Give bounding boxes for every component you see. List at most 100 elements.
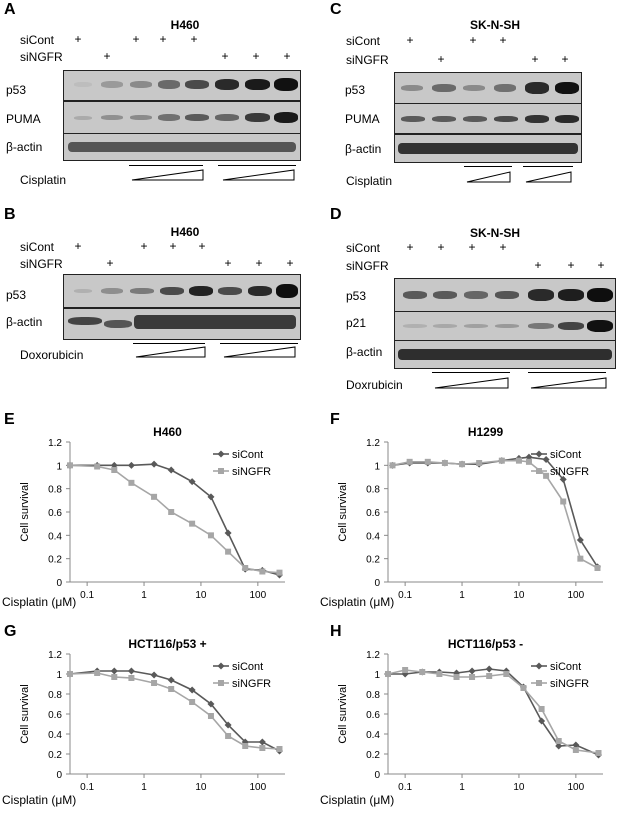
x-axis-label: Cisplatin (μM)	[2, 793, 76, 807]
plus-mark: +	[597, 258, 605, 272]
plus-mark: +	[140, 239, 148, 253]
data-point	[520, 685, 527, 691]
data-point	[127, 461, 135, 469]
plus-mark: +	[499, 240, 507, 254]
data-point	[538, 706, 545, 712]
plus-mark: +	[74, 239, 82, 253]
group-line	[464, 166, 512, 167]
data-point	[469, 674, 476, 680]
y-tick-label: 0.8	[366, 690, 380, 701]
plus-mark: +	[224, 256, 232, 270]
survival-chart-hct116-p53-pos: HCT116/p53 + 0 0.2 0.4 0.6 0.8 1 1.2 0.1 1 10 100 Ce…	[2, 637, 285, 807]
row-label-sicont: siCont	[346, 241, 381, 255]
row-label-singfr: siNGFR	[20, 257, 63, 271]
y-tick-label: 1.2	[48, 650, 62, 661]
data-point	[559, 475, 567, 483]
legend-label: siCont	[232, 449, 263, 461]
chart-title: H1299	[468, 425, 504, 439]
blot-p53	[63, 274, 301, 308]
treatment-label: Cisplatin	[346, 174, 393, 188]
x-tick-label: 1	[459, 590, 465, 601]
y-axis-label: Cell survival	[19, 482, 31, 541]
data-point	[150, 671, 158, 679]
plus-mark: +	[437, 52, 445, 66]
data-point	[406, 458, 413, 465]
x-axis-label: Cisplatin (μM)	[2, 595, 76, 609]
data-point	[424, 458, 431, 465]
legend-label: siCont	[232, 661, 263, 673]
plus-mark: +	[406, 240, 414, 254]
treatment-label: Doxrubicin	[346, 378, 403, 392]
plus-mark: +	[252, 49, 260, 63]
plus-mark: +	[221, 49, 229, 63]
data-point	[594, 565, 601, 571]
data-point	[515, 457, 522, 464]
y-tick-label: 0.4	[48, 730, 62, 741]
blot-label-beta-actin: β-actin	[6, 140, 43, 154]
plus-mark: +	[106, 256, 114, 270]
blot-label-puma: PUMA	[345, 112, 380, 126]
row-label-singfr: siNGFR	[346, 53, 389, 67]
blot-p53	[394, 278, 616, 312]
data-point	[111, 467, 118, 473]
y-tick-label: 0.6	[366, 710, 380, 721]
x-tick-label: 100	[250, 590, 267, 601]
series-line-siNGFR	[69, 464, 280, 574]
data-point	[151, 493, 158, 500]
legend-label: siNGFR	[550, 466, 589, 478]
x-tick-label: 0.1	[80, 590, 94, 601]
blot-p53	[63, 70, 301, 101]
data-point	[498, 457, 505, 464]
y-tick-label: 0.2	[366, 750, 380, 761]
chart-title: H460	[153, 425, 182, 439]
data-point	[476, 460, 483, 466]
blot-puma	[63, 101, 301, 134]
survival-chart-h1299: H1299 0 0.2 0.4 0.6 0.8 1 1.2 0.1 1 10 100 Cell surv…	[320, 425, 603, 609]
data-point	[576, 536, 584, 544]
y-tick-label: 0.6	[48, 508, 62, 519]
panel-letter: C	[330, 1, 342, 18]
data-point	[453, 674, 460, 680]
group-line	[129, 165, 203, 166]
plus-mark: +	[132, 32, 140, 46]
dose-wedge	[530, 377, 607, 389]
data-point	[503, 671, 510, 677]
blot-label-beta-actin: β-actin	[346, 345, 383, 359]
y-tick-label: 1.2	[366, 650, 380, 661]
panel-title: SK-N-SH	[470, 18, 520, 32]
y-axis-label: Cell survival	[337, 684, 349, 743]
data-point	[189, 520, 196, 527]
data-point	[207, 493, 215, 501]
data-point	[167, 466, 175, 474]
y-tick-label: 0.6	[48, 710, 62, 721]
y-tick-label: 1.2	[48, 438, 62, 449]
legend-marker	[536, 468, 542, 474]
y-tick-label: 1	[56, 670, 62, 681]
dose-wedge	[222, 169, 295, 181]
blot-label-p21: p21	[346, 316, 367, 330]
y-tick-label: 0.8	[48, 485, 62, 496]
blot-label-puma: PUMA	[6, 112, 41, 126]
data-point	[94, 463, 101, 470]
y-tick-label: 0	[374, 578, 380, 589]
data-point	[595, 750, 602, 756]
panel-letter: A	[4, 1, 16, 18]
row-label-singfr: siNGFR	[346, 259, 389, 273]
legend-label: siNGFR	[232, 466, 271, 478]
blot-label-beta-actin: β-actin	[6, 315, 43, 329]
data-point	[110, 667, 118, 675]
data-point	[259, 568, 266, 575]
panel-letter: E	[4, 411, 15, 428]
plus-mark: +	[531, 52, 539, 66]
y-tick-label: 0.6	[366, 508, 380, 519]
plus-mark: +	[190, 32, 198, 46]
panel-letter: H	[330, 623, 342, 640]
legend-marker	[218, 680, 224, 686]
x-tick-label: 1	[459, 782, 465, 793]
plus-mark: +	[468, 240, 476, 254]
x-tick-label: 0.1	[398, 782, 412, 793]
data-point	[207, 700, 215, 708]
row-label-sicont: siCont	[20, 33, 55, 47]
data-point	[572, 741, 580, 749]
legend-label: siCont	[550, 449, 581, 461]
